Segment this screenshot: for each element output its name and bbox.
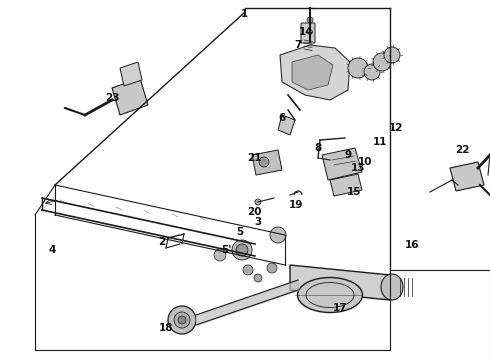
Text: 21: 21 <box>247 153 261 163</box>
Text: 9: 9 <box>344 150 351 160</box>
Circle shape <box>270 227 286 243</box>
Circle shape <box>373 53 391 71</box>
Text: 5': 5' <box>221 245 231 255</box>
Circle shape <box>259 157 269 167</box>
FancyBboxPatch shape <box>301 23 315 43</box>
Circle shape <box>236 244 248 256</box>
Text: 22: 22 <box>455 145 469 155</box>
Circle shape <box>384 47 400 63</box>
Circle shape <box>348 58 368 78</box>
Circle shape <box>214 249 226 261</box>
Polygon shape <box>290 265 390 300</box>
Text: 6: 6 <box>278 113 286 123</box>
Text: 13: 13 <box>351 163 365 173</box>
Ellipse shape <box>168 306 196 334</box>
Text: 17: 17 <box>333 303 347 313</box>
Ellipse shape <box>297 278 363 312</box>
Text: 15: 15 <box>347 187 361 197</box>
Text: 16: 16 <box>405 240 419 250</box>
Text: 2: 2 <box>158 237 166 247</box>
Text: 14: 14 <box>299 27 313 37</box>
Polygon shape <box>330 174 362 196</box>
Text: 11: 11 <box>373 137 387 147</box>
Polygon shape <box>280 45 350 100</box>
Text: 18: 18 <box>159 323 173 333</box>
Text: 8: 8 <box>315 143 321 153</box>
Text: 7: 7 <box>294 40 302 50</box>
Text: 3: 3 <box>254 217 262 227</box>
Circle shape <box>232 240 252 260</box>
Text: 19: 19 <box>289 200 303 210</box>
Text: 1: 1 <box>241 9 247 19</box>
Polygon shape <box>322 148 362 180</box>
Polygon shape <box>292 55 333 90</box>
Circle shape <box>267 263 277 273</box>
Text: 23: 23 <box>105 93 119 103</box>
Circle shape <box>254 274 262 282</box>
Circle shape <box>307 17 313 23</box>
Text: 12: 12 <box>389 123 403 133</box>
Polygon shape <box>120 62 142 86</box>
Ellipse shape <box>381 274 403 300</box>
Circle shape <box>243 265 253 275</box>
Text: 4: 4 <box>49 245 56 255</box>
Polygon shape <box>252 150 282 175</box>
Text: 10: 10 <box>358 157 372 167</box>
Text: 5: 5 <box>236 227 244 237</box>
Circle shape <box>255 199 261 205</box>
Polygon shape <box>112 78 148 115</box>
Circle shape <box>364 64 380 80</box>
Polygon shape <box>278 115 295 135</box>
Circle shape <box>308 30 313 35</box>
Ellipse shape <box>174 312 190 328</box>
Text: 20: 20 <box>247 207 261 217</box>
Polygon shape <box>450 162 484 191</box>
Ellipse shape <box>178 316 186 324</box>
